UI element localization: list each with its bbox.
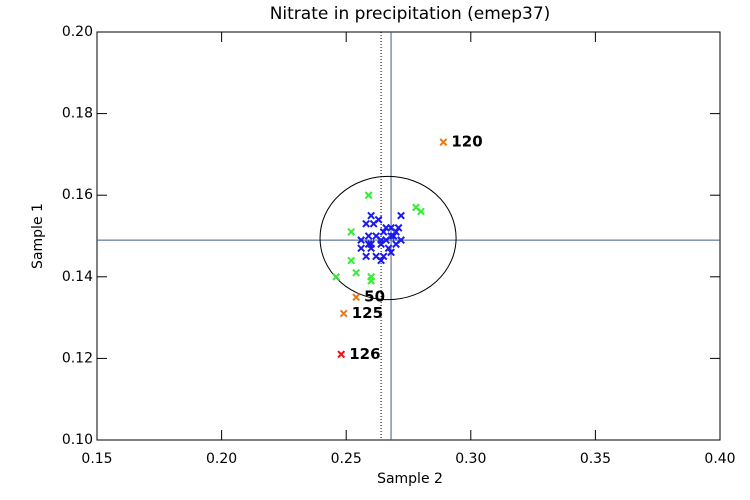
point-label: 50 [364,288,385,306]
point [352,293,361,302]
point [362,252,371,261]
x-tick-label: 0.20 [206,451,237,467]
point-label: 120 [451,133,482,151]
point [387,248,395,257]
point [347,256,356,265]
point [397,236,405,244]
plot-frame [96,31,721,441]
point [364,191,373,200]
point [347,228,356,236]
point [397,211,405,220]
y-axis-label: Sample 1 [30,203,46,269]
point [332,272,341,281]
point [379,252,388,261]
point [362,219,371,228]
point [417,207,425,216]
x-tick-label: 0.35 [580,451,611,467]
point [369,219,378,228]
point [394,223,403,232]
point [357,236,366,244]
y-tick-label: 0.10 [62,432,93,448]
point [357,244,366,253]
point [367,240,376,249]
point [367,276,376,285]
point-label: 126 [349,345,380,363]
point [379,228,388,236]
x-tick-label: 0.15 [81,451,112,467]
point [339,309,348,318]
point-label: 125 [352,304,383,322]
point [367,211,376,220]
point [372,232,381,240]
x-tick-label: 0.40 [704,451,735,467]
x-axis-label: Sample 2 [377,471,443,487]
x-tick-label: 0.25 [331,451,362,467]
point [364,232,373,240]
y-tick-label: 0.12 [62,350,93,366]
point [377,240,385,249]
point [439,138,448,147]
x-tick-label: 0.30 [455,451,486,467]
y-tick-label: 0.18 [62,106,93,122]
y-tick-label: 0.20 [62,24,93,40]
point [364,240,373,249]
point [352,268,361,277]
point [392,228,400,236]
y-tick-label: 0.14 [62,269,93,285]
point [377,256,385,265]
chart-title: Nitrate in precipitation (emep37) [270,4,551,24]
point [389,232,398,240]
point [337,350,346,359]
point [384,244,393,253]
ellipse [319,175,457,301]
y-tick-label: 0.16 [62,187,93,203]
